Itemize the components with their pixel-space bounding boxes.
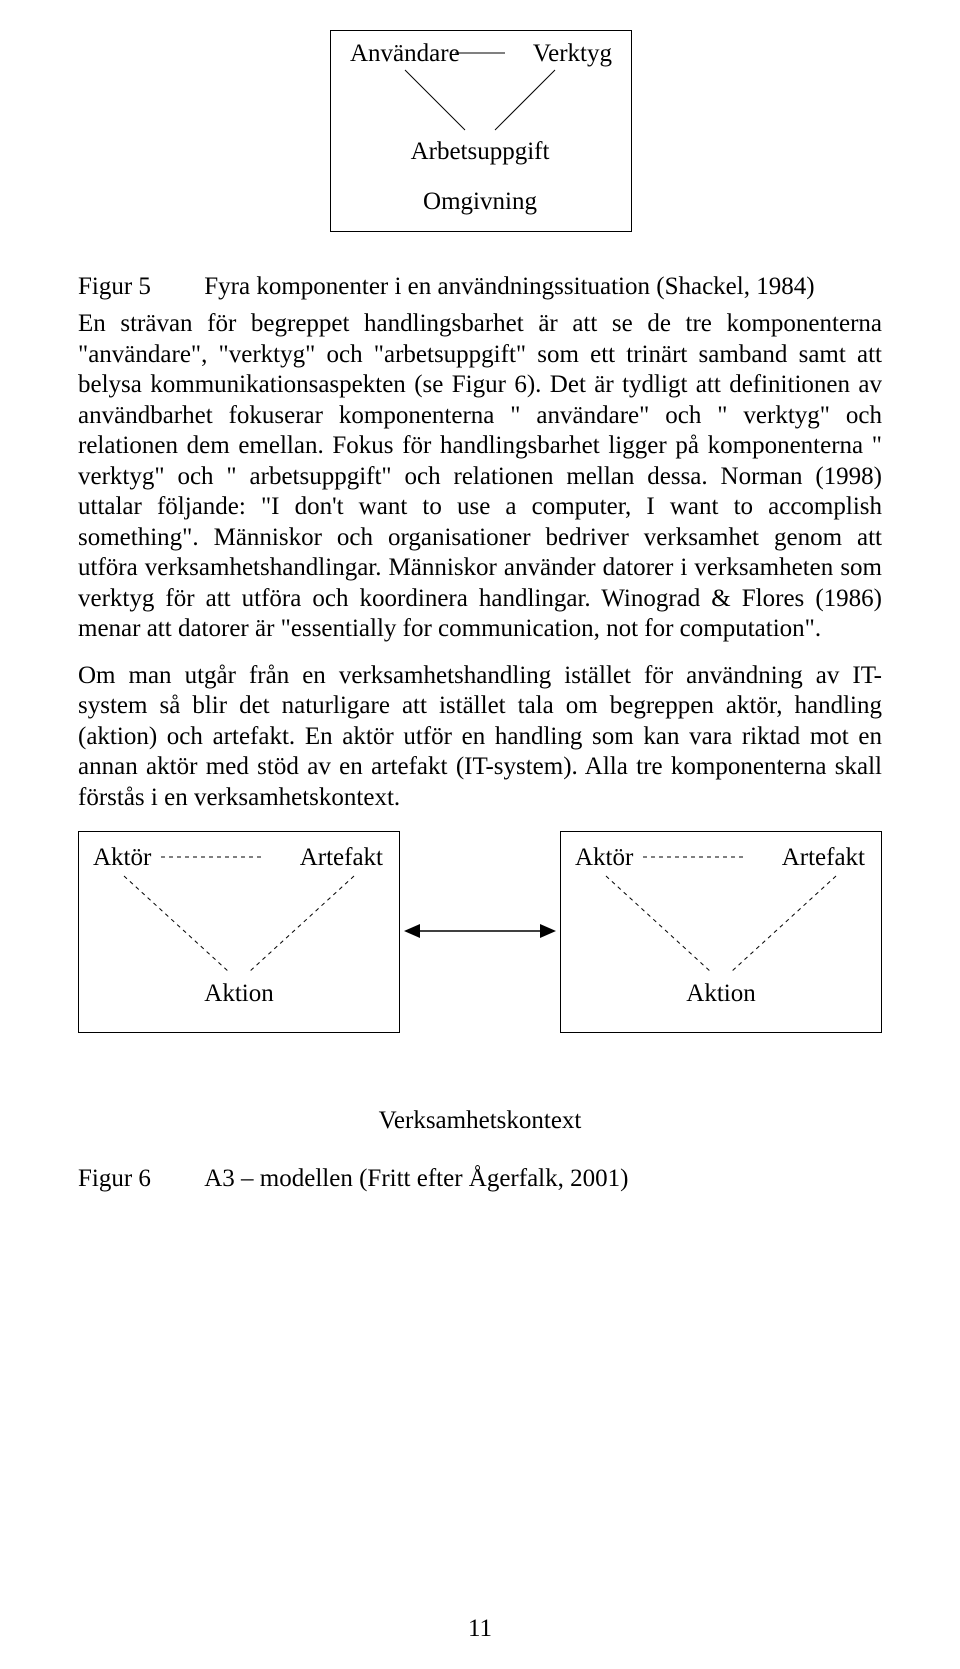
figure6-right-action: Aktion xyxy=(561,980,881,1008)
figure6-right-actor: Aktör xyxy=(575,844,633,872)
figure6-context-label: Verksamhetskontext xyxy=(78,1107,882,1135)
figure6-right-box: Aktör Artefakt Aktion xyxy=(560,831,882,1033)
figure6-diagram: Aktör Artefakt Aktion Aktör Artefakt Akt… xyxy=(78,831,882,1071)
figure6-left-action: Aktion xyxy=(79,980,399,1008)
paragraph-2: Om man utgår från en verksamhetshandling… xyxy=(78,661,882,814)
figure5-caption-line: Figur 5 Fyra komponenter i en användning… xyxy=(78,273,882,301)
figure5-node-tool: Verktyg xyxy=(533,40,612,68)
figure6-arrow xyxy=(398,831,562,1031)
figure6-caption: A3 – modellen (Fritt efter Ågerfalk, 200… xyxy=(204,1165,628,1193)
figure6-left-box: Aktör Artefakt Aktion xyxy=(78,831,400,1033)
figure6-caption-line: Figur 6 A3 – modellen (Fritt efter Ågerf… xyxy=(78,1165,882,1193)
figure5-label: Figur 5 xyxy=(78,273,198,301)
figure6-left-artefact: Artefakt xyxy=(300,844,383,872)
figure5-caption: Fyra komponenter i en användningssituati… xyxy=(204,273,814,301)
figure5-node-env: Omgivning xyxy=(310,188,650,216)
figure5-node-task: Arbetsuppgift xyxy=(310,138,650,166)
figure6-label: Figur 6 xyxy=(78,1165,198,1193)
page: Användare Verktyg Arbetsuppgift Omgivnin… xyxy=(0,0,960,1241)
figure6-left-actor: Aktör xyxy=(93,844,151,872)
paragraph-1: En strävan för begreppet handlingsbarhet… xyxy=(78,309,882,645)
figure5-node-user: Användare xyxy=(350,40,460,68)
figure5-diagram: Användare Verktyg Arbetsuppgift Omgivnin… xyxy=(310,30,650,255)
page-number: 11 xyxy=(0,1615,960,1643)
figure6-right-artefact: Artefakt xyxy=(782,844,865,872)
